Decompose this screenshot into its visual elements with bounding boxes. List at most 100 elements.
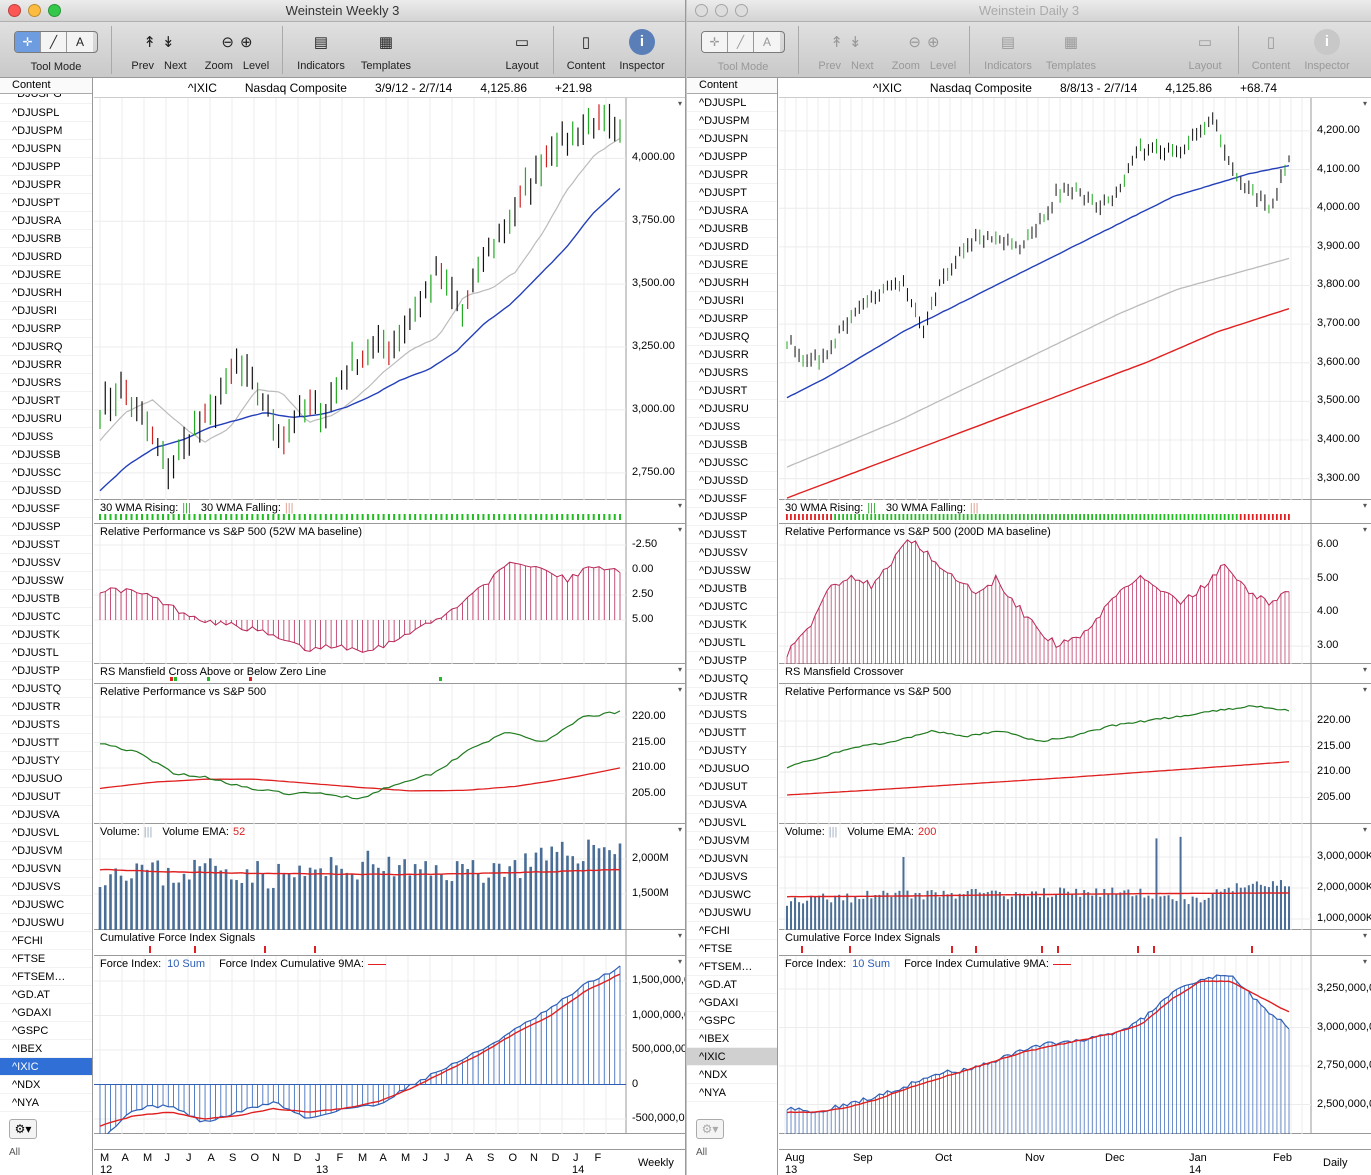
indicators-button[interactable]: Indicators [297,60,345,72]
sidebar-item[interactable]: ^DJUSSB [687,436,777,454]
sidebar-item[interactable]: ^DJUSRD [0,248,92,266]
sidebar-item[interactable]: ^DJUSPP [687,148,777,166]
templates-icon[interactable]: ▦ [378,34,394,51]
sidebar-item[interactable]: ^DJUSSV [0,554,92,572]
sidebar-item[interactable]: ^DJUSVN [0,860,92,878]
sidebar-item[interactable]: ^DJUSVM [0,842,92,860]
line-draw-icon[interactable]: ╱ [728,32,754,52]
gear-icon[interactable]: ⚙▾ [9,1119,37,1139]
pane-menu-chevron-icon[interactable]: ▾ [677,99,682,108]
sidebar-item[interactable]: ^IXIC [687,1048,777,1066]
pane-menu-chevron-icon[interactable]: ▾ [1362,99,1367,108]
pane-menu-chevron-icon[interactable]: ▾ [1362,825,1367,834]
sidebar-item[interactable]: ^NYA [687,1084,777,1102]
sidebar-item[interactable]: ^DJUSTQ [0,680,92,698]
layout-icon[interactable]: ▭ [514,34,530,51]
sidebar-item[interactable]: ^DJUSRP [687,310,777,328]
pane-menu-chevron-icon[interactable]: ▾ [1362,525,1367,534]
sidebar-item[interactable]: ^DJUSTC [687,598,777,616]
sidebar-item[interactable]: ^DJUSRI [687,292,777,310]
sidebar-item[interactable]: ^GD.AT [687,976,777,994]
chart-area[interactable]: ^IXIC Nasdaq Composite 3/9/12 - 2/7/14 4,12… [94,78,685,1175]
layout-button[interactable]: Layout [1188,60,1222,72]
sidebar-item[interactable]: ^DJUSTR [0,698,92,716]
next-arrow-icon[interactable]: ↡ [849,34,862,51]
sidebar-item[interactable]: ^DJUSVL [687,814,777,832]
indicators-icon[interactable]: ▤ [1000,34,1016,51]
indicators-button[interactable]: Indicators [984,60,1032,72]
zoom-button[interactable]: Zoom [891,60,920,72]
volume-pane[interactable]: 3,000,000K 2,000,000K 1,000,000K Volume: |||… [779,824,1371,930]
sidebar-item[interactable]: ^DJUSUT [687,778,777,796]
zoom-button[interactable]: Zoom [204,60,233,72]
rs-mansfield-pane[interactable]: RS Mansfield Cross Above or Below Zero L… [94,664,685,684]
sidebar-item[interactable]: ^DJUSSF [687,490,777,508]
sidebar-item[interactable]: ^DJUSRQ [0,338,92,356]
sidebar-item[interactable]: ^FTSE [0,950,92,968]
sidebar-item[interactable]: ^DJUSRB [0,230,92,248]
sidebar-item[interactable]: ^GDAXI [0,1004,92,1022]
sidebar-item[interactable]: ^DJUSUO [0,770,92,788]
sidebar-item[interactable]: ^DJUSPR [687,166,777,184]
sidebar-item[interactable]: ^DJUSWC [687,886,777,904]
sidebar-item[interactable]: ^IBEX [687,1030,777,1048]
sidebar-item[interactable]: ^FTSE [687,940,777,958]
sidebar-item[interactable]: ^DJUSPP [0,158,92,176]
wma-signal-pane[interactable]: 30 WMA Rising: ||| 30 WMA Falling: ||| ▾ [94,500,685,524]
tool-mode-control[interactable]: ✛ ╱ A Tool Mode [14,28,98,73]
layout-icon[interactable]: ▭ [1197,34,1213,51]
sidebar-item[interactable]: ^DJUSSW [687,562,777,580]
sidebar-item[interactable]: ^DJUSPN [687,130,777,148]
pane-menu-chevron-icon[interactable]: ▾ [1362,501,1367,510]
sidebar-item[interactable]: ^GSPC [0,1022,92,1040]
sidebar-item[interactable]: ^DJUSTY [687,742,777,760]
pane-menu-chevron-icon[interactable]: ▾ [677,525,682,534]
sidebar-item[interactable]: ^DJUSTC [0,608,92,626]
price-pane[interactable]: 4,200.00 4,100.00 4,000.00 3,900.00 3,800.00… [779,98,1371,500]
volume-pane[interactable]: 2,000M 1,500M Volume: ||| Volume EMA: 52 ▾ [94,824,685,930]
sidebar-item[interactable]: ^DJUSRP [0,320,92,338]
pane-menu-chevron-icon[interactable]: ▾ [1362,957,1367,966]
text-tool-icon[interactable]: A [67,32,93,52]
sidebar-item[interactable]: ^DJUSUT [0,788,92,806]
sidebar-item[interactable]: ^DJUSSV [687,544,777,562]
sidebar-item[interactable]: ^DJUSPL [687,94,777,112]
weekly-chart-window[interactable]: Weinstein Weekly 3 ✛ ╱ A Tool Mode ↟ ↡ Prev… [0,0,686,1175]
sidebar-item[interactable]: ^DJUSRE [0,266,92,284]
pane-menu-chevron-icon[interactable]: ▾ [1362,685,1367,694]
close-button[interactable] [695,4,708,17]
sidebar-item[interactable]: ^DJUSSW [0,572,92,590]
sidebar-item[interactable]: ^GD.AT [0,986,92,1004]
period-label[interactable]: Weekly [638,1157,674,1169]
sidebar-item[interactable]: ^DJUSRU [687,400,777,418]
sidebar-item[interactable]: ^DJUSRA [0,212,92,230]
close-button[interactable] [8,4,21,17]
minimize-button[interactable] [715,4,728,17]
templates-icon[interactable]: ▦ [1063,34,1079,51]
relative-performance-ma-pane[interactable]: 6.00 5.00 4.00 3.00 Relative Performance vs … [779,524,1371,664]
sidebar-item[interactable]: ^DJUSRU [0,410,92,428]
sidebar-item[interactable]: ^DJUSVA [687,796,777,814]
sidebar-item[interactable]: ^DJUSSD [0,482,92,500]
pane-menu-chevron-icon[interactable]: ▾ [1362,665,1367,674]
cfi-signals-pane[interactable]: Cumulative Force Index Signals ▾ [94,930,685,956]
sidebar-item[interactable]: ^DJUSTY [0,752,92,770]
sidebar-item[interactable]: ^DJUSTR [687,688,777,706]
sidebar-item[interactable]: ^DJUSRH [687,274,777,292]
sidebar-item[interactable]: ^DJUSVM [687,832,777,850]
prev-button[interactable]: Prev [818,60,841,72]
crosshair-icon[interactable]: ✛ [702,32,728,52]
sidebar-item[interactable]: ^DJUSSC [687,454,777,472]
sidebar-item[interactable]: ^DJUSPN [0,140,92,158]
level-button[interactable]: Level [242,60,270,72]
next-button[interactable]: Next [164,60,187,72]
sidebar-item[interactable]: ^DJUSRI [0,302,92,320]
zoom-out-icon[interactable]: ⊖ [221,34,234,51]
cfi-signals-pane[interactable]: Cumulative Force Index Signals ▾ [779,930,1371,956]
inspector-icon[interactable]: i [629,29,655,55]
sidebar-item[interactable]: ^DJUSRQ [687,328,777,346]
sidebar-item[interactable]: ^DJUSTS [0,716,92,734]
sidebar-item[interactable]: ^DJUSVS [687,868,777,886]
all-filter[interactable]: All [9,1147,21,1158]
sidebar-item[interactable]: ^DJUSSP [687,508,777,526]
